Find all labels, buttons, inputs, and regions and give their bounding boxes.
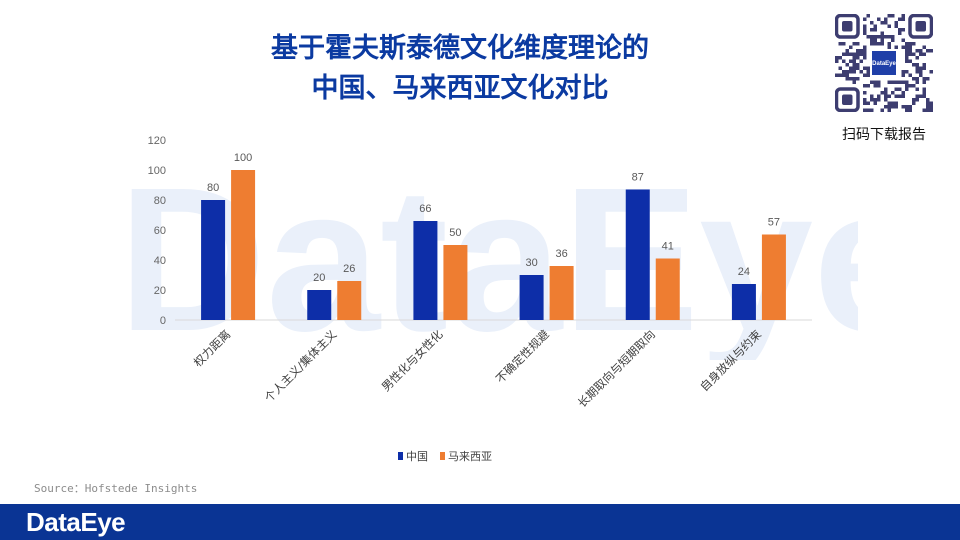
qr-code[interactable]: DataEye: [835, 14, 933, 112]
y-tick-label: 100: [148, 165, 166, 177]
legend-swatch-china: [398, 452, 403, 460]
x-tick-label: 权力距离: [191, 327, 233, 369]
x-tick-label: 不确定性规避: [493, 327, 552, 386]
y-tick-label: 80: [154, 195, 166, 207]
qr-center-logo: [872, 51, 896, 75]
bar-china: [307, 290, 332, 320]
bar-china: [201, 200, 226, 320]
bar-china: [731, 284, 756, 320]
legend: 中国 马来西亚: [398, 450, 492, 463]
x-tick-label: 个人主义/集体主义: [262, 327, 340, 405]
data-label: 26: [343, 263, 355, 275]
data-label: 41: [662, 241, 674, 253]
qr-finder: [908, 14, 933, 39]
data-label: 30: [525, 257, 537, 269]
x-axis-labels: 权力距离 个人主义/集体主义 男性化与女性化 不确定性规避 长期取向与短期取向 自身放纵与…: [191, 327, 765, 410]
y-tick-label: 60: [154, 225, 166, 237]
bar-malaysia: [231, 170, 256, 320]
data-label: 36: [555, 248, 567, 260]
data-label: 57: [768, 217, 780, 229]
x-tick-label: 长期取向与短期取向: [575, 327, 658, 410]
y-axis: 0 20 40 60 80 100 120: [148, 135, 166, 327]
bar-china: [519, 275, 544, 320]
page-title-line1: 基于霍夫斯泰德文化维度理论的: [271, 33, 649, 64]
footer-bar: DataEye: [0, 504, 960, 540]
bar-china: [625, 189, 650, 320]
y-tick-label: 20: [154, 285, 166, 297]
data-label: 50: [449, 227, 461, 239]
qr-center-text: DataEye: [872, 61, 896, 67]
qr-modules: [835, 14, 933, 112]
bar-chart: 0 20 40 60 80 100 120 80 100 20 26 66 50 30 36 87 41 24 5…: [148, 135, 812, 463]
qr-finder: [835, 87, 860, 112]
source-note: Source：Hofstede Insights: [34, 482, 198, 495]
x-tick-label: 自身放纵与约束: [697, 327, 764, 394]
bar-malaysia: [655, 258, 680, 320]
qr-finder-dot: [915, 21, 926, 32]
bars: 80 100 20 26 66 50 30 36 87 41 24 57: [201, 152, 786, 320]
data-label: 87: [632, 172, 644, 184]
page-title-line2: 中国、马来西亚文化对比: [311, 73, 609, 104]
bar-malaysia: [761, 234, 786, 320]
data-label: 80: [207, 182, 219, 194]
bar-malaysia: [549, 266, 574, 320]
bar-malaysia: [337, 281, 362, 320]
qr-finder-dot: [842, 94, 853, 105]
qr-finder-dot: [842, 21, 853, 32]
data-label: 100: [234, 152, 252, 164]
y-tick-label: 40: [154, 255, 166, 267]
y-tick-label: 0: [160, 315, 166, 327]
qr-finder: [835, 14, 860, 39]
legend-label: 马来西亚: [448, 450, 492, 463]
legend-label: 中国: [406, 450, 428, 463]
y-tick-label: 120: [148, 135, 166, 147]
qr-caption: 扫码下载报告: [842, 127, 926, 143]
bar-malaysia: [443, 245, 468, 320]
x-tick-label: 男性化与女性化: [379, 327, 446, 394]
dataeye-logo[interactable]: DataEye: [26, 507, 126, 537]
data-label: 20: [313, 272, 325, 284]
data-label: 66: [419, 203, 431, 215]
legend-swatch-malaysia: [440, 452, 445, 460]
data-label: 24: [738, 266, 750, 278]
bar-china: [413, 221, 438, 320]
